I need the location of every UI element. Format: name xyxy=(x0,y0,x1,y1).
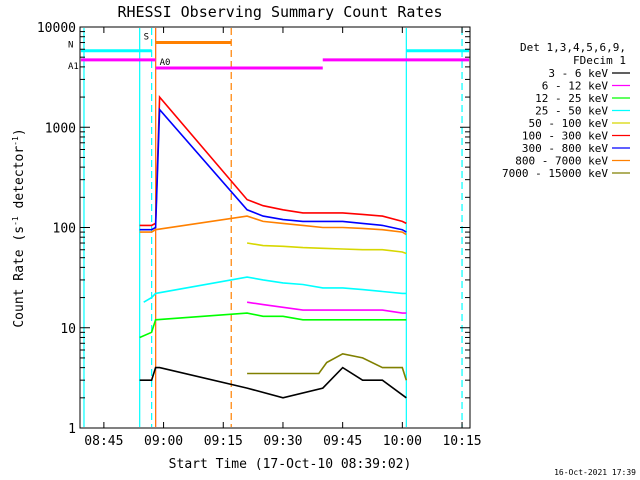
series-line-6 xyxy=(139,107,407,233)
x-tick-label-2: 09:15 xyxy=(204,434,243,449)
legend-entry-6: 300 - 800 keV xyxy=(522,142,608,155)
legend-entry-0: 3 - 6 keV xyxy=(548,67,608,80)
series-line-3 xyxy=(143,276,407,303)
y-axis-label: Count Rate (s-1 detector-1) xyxy=(11,128,27,327)
series-line-7 xyxy=(139,215,407,236)
state-bar-label-0: S xyxy=(144,33,149,43)
series-line-1 xyxy=(246,301,407,314)
state-bar-label-4: A0 xyxy=(160,58,171,68)
legend-header-0: Det 1,3,4,5,6,9, xyxy=(520,41,626,54)
x-tick-label-3: 09:30 xyxy=(263,434,302,449)
series-line-2 xyxy=(139,312,407,339)
series-line-4 xyxy=(246,242,407,255)
legend-entry-4: 50 - 100 keV xyxy=(529,117,609,130)
y-tick-label-1: 10 xyxy=(60,322,76,337)
state-bar-label-1: N xyxy=(68,41,73,51)
timestamp: 16-Oct-2021 17:39 xyxy=(554,468,636,477)
series-line-0 xyxy=(139,366,407,399)
legend-entry-2: 12 - 25 keV xyxy=(535,92,608,105)
series-line-8 xyxy=(247,352,408,381)
series-line-5 xyxy=(139,95,407,227)
state-bar-label-3: A1 xyxy=(68,62,79,72)
x-tick-label-6: 10:15 xyxy=(442,434,481,449)
legend-entry-8: 7000 - 15000 keV xyxy=(502,167,608,180)
y-tick-label-0: 1 xyxy=(68,422,76,437)
x-tick-label-0: 08:45 xyxy=(84,434,123,449)
legend-header-1: FDecim 1 xyxy=(573,54,626,67)
y-tick-label-2: 100 xyxy=(53,222,76,237)
x-tick-label-1: 09:00 xyxy=(144,434,183,449)
legend-entry-1: 6 - 12 keV xyxy=(542,80,609,93)
plot-frame xyxy=(79,26,471,429)
x-axis-label: Start Time (17-Oct-10 08:39:02) xyxy=(169,457,412,472)
legend-entry-5: 100 - 300 keV xyxy=(522,130,608,143)
y-tick-label-3: 1000 xyxy=(45,121,76,136)
y-tick-label-4: 10000 xyxy=(37,21,76,36)
chart-title: RHESSI Observing Summary Count Rates xyxy=(117,3,442,21)
legend-entry-7: 800 - 7000 keV xyxy=(515,155,608,168)
x-tick-label-4: 09:45 xyxy=(323,434,362,449)
legend-entry-3: 25 - 50 keV xyxy=(535,105,608,118)
x-tick-label-5: 10:00 xyxy=(383,434,422,449)
